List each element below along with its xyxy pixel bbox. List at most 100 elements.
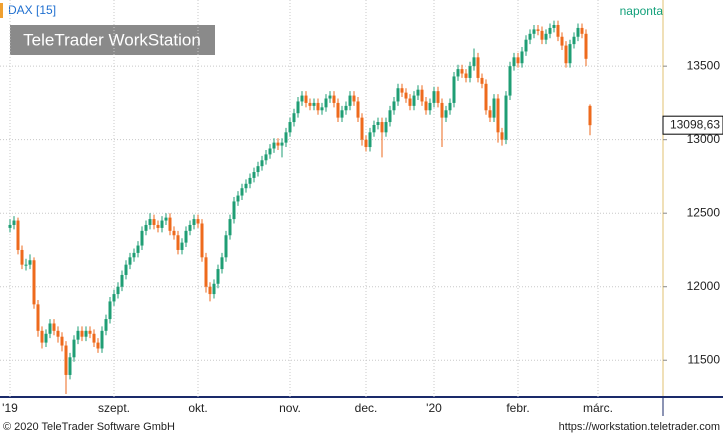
candle-body: [512, 57, 516, 67]
candle-body: [48, 323, 52, 334]
candle-body: [584, 33, 588, 59]
candle-body: [320, 107, 324, 111]
candle-body: [332, 95, 336, 103]
candle-body: [40, 330, 44, 343]
candle-body: [220, 257, 224, 270]
candle-body: [336, 102, 340, 118]
candle-body: [312, 102, 316, 106]
candle-body: [256, 166, 260, 173]
candle-body: [532, 29, 536, 34]
candle-body: [144, 224, 148, 231]
candle-body: [232, 201, 236, 220]
candle-body: [392, 101, 396, 111]
last-price-box: [662, 115, 723, 135]
candle-body: [132, 252, 136, 258]
candle-body: [240, 188, 244, 196]
candle-body: [264, 154, 268, 161]
candle-body: [128, 257, 132, 265]
candle-body: [580, 27, 584, 34]
candle-body: [356, 101, 360, 118]
candle-body: [12, 220, 16, 225]
x-tick-label: febr.: [506, 401, 529, 415]
candle-body: [276, 142, 280, 146]
candle-body: [500, 132, 504, 140]
candle-body: [216, 269, 220, 284]
y-tick-label: 13500: [687, 58, 721, 72]
candle-body: [484, 83, 488, 111]
candle-body: [296, 101, 300, 114]
candle-body: [204, 257, 208, 287]
candle-body: [272, 142, 276, 149]
candle-body: [316, 102, 320, 111]
candle-body: [140, 230, 144, 246]
candle-body: [504, 95, 508, 140]
candle-body: [480, 77, 484, 84]
candle-body: [420, 89, 424, 102]
candle-body: [492, 98, 496, 118]
candle-body: [552, 24, 556, 28]
candle-body: [60, 336, 64, 346]
candle-body: [16, 220, 20, 250]
candle-body: [52, 323, 56, 331]
candle-body: [440, 102, 444, 118]
candle-body: [188, 224, 192, 231]
candle-body: [284, 132, 288, 143]
candle-body: [44, 333, 48, 343]
candle-body: [328, 95, 332, 99]
candle-body: [72, 339, 76, 358]
candle-body: [288, 122, 292, 133]
candle-body: [300, 95, 304, 102]
candle-body: [360, 117, 364, 140]
candle-body: [444, 110, 448, 118]
candle-body: [228, 219, 232, 236]
candle-body: [544, 33, 548, 40]
candle-body: [80, 330, 84, 337]
candle-body: [112, 294, 116, 302]
candle-body: [116, 286, 120, 295]
candle-body: [364, 139, 368, 148]
candle-body: [524, 39, 528, 52]
candle-body: [64, 345, 68, 375]
candle-body: [436, 91, 440, 103]
candle-body: [588, 105, 592, 126]
candle-body: [372, 124, 376, 133]
candle-body: [456, 69, 460, 77]
x-tick-label: '20: [426, 401, 442, 415]
candle-body: [400, 88, 404, 93]
candle-body: [556, 24, 560, 37]
candle-body: [20, 249, 24, 265]
x-tick-label: '19: [2, 401, 18, 415]
candle-body: [104, 319, 108, 331]
x-tick-label: nov.: [279, 401, 301, 415]
candle-body: [76, 330, 80, 340]
candle-body: [396, 88, 400, 102]
candle-body: [576, 27, 580, 37]
candle-body: [152, 219, 156, 225]
candle-body: [368, 132, 372, 148]
candle-body: [252, 172, 256, 178]
candle-body: [548, 27, 552, 34]
candle-body: [376, 122, 380, 125]
candle-body: [448, 102, 452, 111]
footer-left: © 2020 TeleTrader Software GmbH: [3, 421, 175, 433]
candle-body: [176, 235, 180, 250]
candle-body: [32, 260, 36, 305]
candle-body: [84, 330, 88, 337]
candle-body: [108, 301, 112, 320]
series-marker: [0, 3, 3, 18]
y-tick-label: 12500: [687, 205, 721, 219]
candle-body: [248, 177, 252, 184]
candle-body: [92, 333, 96, 343]
x-tick-label: okt.: [188, 401, 207, 415]
candle-body: [236, 195, 240, 202]
candle-body: [496, 98, 500, 133]
y-tick-label: 12000: [687, 279, 721, 293]
candle-body: [560, 36, 564, 46]
candle-body: [432, 91, 436, 103]
candle-body: [260, 160, 264, 167]
candle-body: [324, 98, 328, 108]
candle-body: [88, 330, 92, 334]
candle-body: [120, 274, 124, 287]
candle-body: [564, 45, 568, 64]
candle-body: [344, 105, 348, 111]
